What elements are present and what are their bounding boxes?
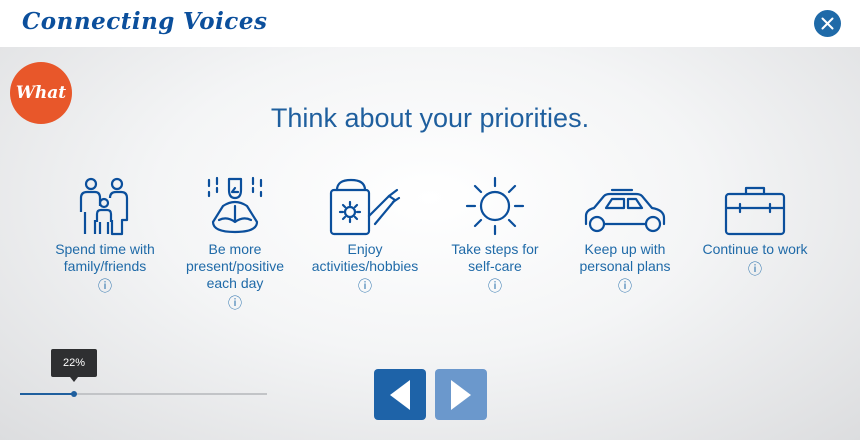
progress-tooltip: 22% <box>51 349 97 382</box>
brand-voices: Voices <box>183 8 268 35</box>
watering-can-icon <box>329 178 401 236</box>
option-family-friends[interactable]: Spend time with family/friends ⓘ <box>40 172 170 294</box>
info-icon[interactable]: ⓘ <box>358 278 372 294</box>
car-icon <box>584 188 666 233</box>
option-label: Keep up with personal plans <box>579 241 671 274</box>
progress-slider[interactable]: 22% <box>20 349 267 409</box>
next-button[interactable] <box>435 369 487 420</box>
option-self-care[interactable]: Take steps for self-care ⓘ <box>430 172 560 294</box>
option-label: Enjoy activities/hobbies <box>311 241 419 274</box>
option-label: Spend time with family/friends <box>55 241 155 274</box>
what-badge: What <box>10 62 72 124</box>
info-icon[interactable]: ⓘ <box>488 278 502 294</box>
info-icon[interactable]: ⓘ <box>98 278 112 294</box>
briefcase-icon <box>724 186 786 236</box>
progress-fill <box>20 393 74 395</box>
option-label: Take steps for self-care <box>451 241 539 274</box>
meditation-icon <box>207 176 263 234</box>
triangle-left-icon <box>390 379 410 410</box>
family-icon <box>79 177 129 236</box>
top-bar: Connecting Voices <box>0 0 860 47</box>
option-label: Be more present/positive each day <box>185 241 285 291</box>
priority-options: Spend time with family/friends ⓘ Be more… <box>40 172 830 322</box>
info-icon[interactable]: ⓘ <box>748 261 762 277</box>
option-personal-plans[interactable]: Keep up with personal plans ⓘ <box>560 172 690 294</box>
option-continue-work[interactable]: Continue to work ⓘ <box>690 172 820 277</box>
close-button[interactable] <box>814 10 841 37</box>
info-icon[interactable]: ⓘ <box>228 295 242 311</box>
option-present-positive[interactable]: Be more present/positive each day ⓘ <box>170 172 300 311</box>
triangle-right-icon <box>451 379 471 410</box>
sun-icon <box>465 176 525 236</box>
close-icon <box>821 17 834 30</box>
brand-connecting: Connecting <box>22 8 175 35</box>
option-label: Continue to work <box>702 241 808 257</box>
page-title: Think about your priorities. <box>270 103 590 133</box>
progress-track[interactable] <box>20 391 267 397</box>
option-activities-hobbies[interactable]: Enjoy activities/hobbies ⓘ <box>300 172 430 294</box>
info-icon[interactable]: ⓘ <box>618 278 632 294</box>
previous-button[interactable] <box>374 369 426 420</box>
progress-knob[interactable] <box>71 391 77 397</box>
